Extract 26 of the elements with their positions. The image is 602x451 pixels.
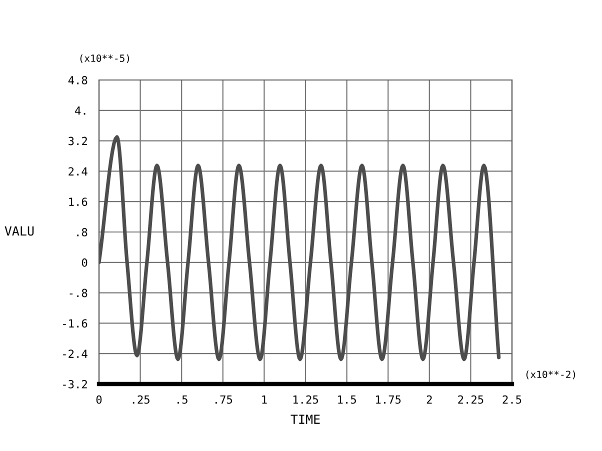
x-tick-label: 2.25 (458, 395, 484, 404)
x-tick-label: .75 (216, 396, 232, 404)
x-tick-label: 1 (262, 396, 267, 404)
y-tick-label: -.8 (70, 288, 88, 298)
x-tick-label: 1.75 (376, 396, 401, 404)
x-tick-label: 2 (426, 395, 432, 404)
text: (x10**-2) (526, 370, 576, 380)
x-tick-label: 2.5 (502, 395, 522, 404)
x-tick-label: 1.5 (338, 396, 356, 404)
y-axis-title: VALU (4, 226, 34, 236)
x-tick-label: 1.25 (293, 395, 318, 404)
y-tick-label: -2.4 (63, 350, 88, 358)
y-tick-label: -1.6 (63, 319, 88, 328)
text: (x10**-5) (80, 54, 130, 64)
y-tick-label: .8 (77, 228, 88, 236)
y-tick-label: 4.8 (68, 76, 88, 84)
x-axis-title: TIME (290, 414, 320, 424)
y-tick-label: 0 (82, 258, 88, 267)
y-tick-label: 4. (75, 106, 86, 115)
x-tick-label: 0 (96, 395, 102, 404)
y-tick-label: 1.6 (69, 198, 88, 206)
x-tick-label: .5 (178, 396, 188, 404)
y-tick-label: -3.2 (63, 380, 87, 388)
x-tick-label: .25 (132, 395, 150, 404)
y-tick-label: 2.4 (68, 167, 88, 176)
y-tick-label: 3.2 (68, 136, 87, 146)
